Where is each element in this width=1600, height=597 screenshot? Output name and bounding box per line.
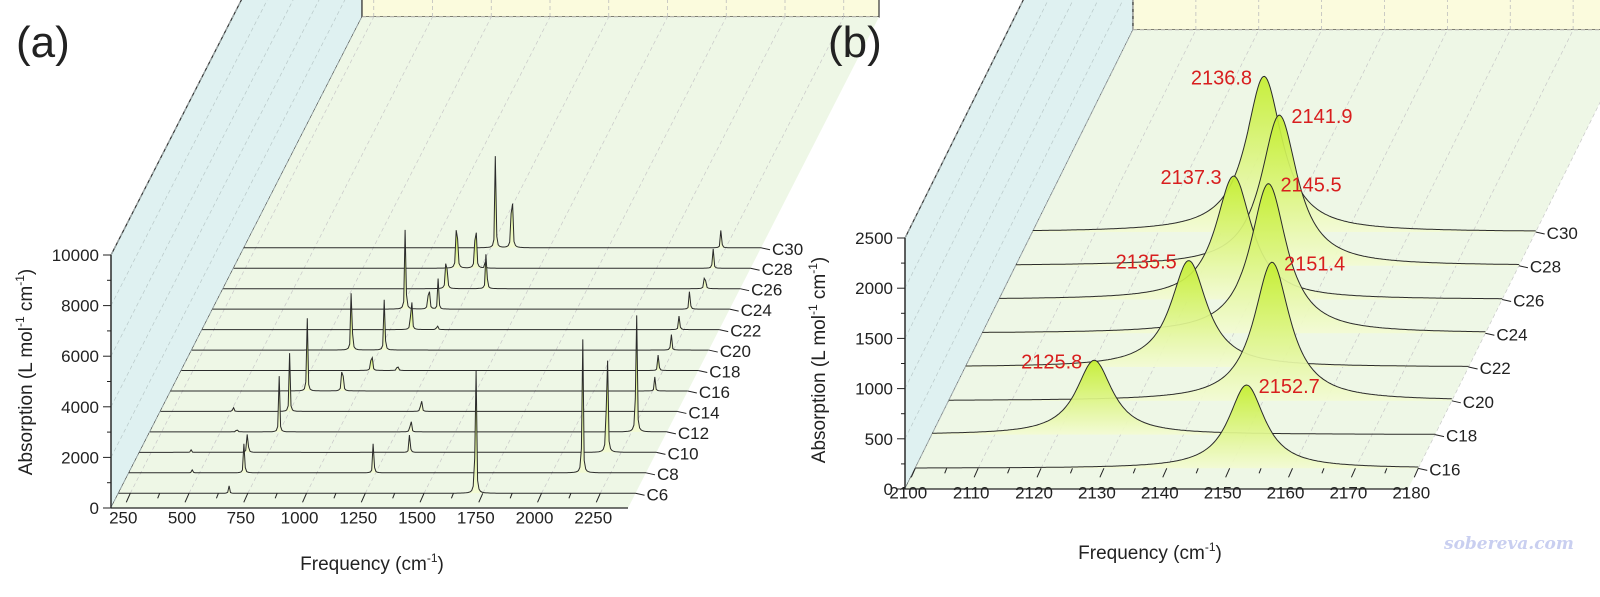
x-tick-label: 2160: [1267, 483, 1305, 502]
y-tick-label: 500: [865, 430, 893, 449]
series-tick: [698, 371, 707, 373]
y-tick-label: 2000: [61, 448, 99, 467]
series-label: C20: [1463, 393, 1494, 412]
y-tick-label: 1500: [855, 329, 893, 348]
y-tick-label: 4000: [61, 398, 99, 417]
x-tick-label: 1750: [457, 508, 495, 527]
series-label: C18: [709, 363, 740, 382]
y-tick-label: 2000: [855, 279, 893, 298]
series-tick: [751, 268, 760, 270]
y-tick-label: 10000: [52, 246, 99, 265]
panel-letter: (b): [828, 18, 882, 67]
series-label: C30: [1547, 224, 1578, 243]
peak-label: 2137.3: [1160, 167, 1221, 189]
panel-letter: (a): [16, 18, 70, 67]
x-tick-label: 1250: [339, 508, 377, 527]
back-wall: [1133, 0, 1600, 30]
x-axis-title: Frequency (cm-1): [1078, 540, 1222, 564]
series-label: C28: [1530, 258, 1561, 277]
series-tick: [1519, 266, 1528, 268]
x-tick-label: 2170: [1329, 483, 1367, 502]
series-label: C14: [688, 403, 719, 422]
series-tick: [1536, 232, 1545, 234]
series-label: C8: [657, 465, 679, 484]
x-tick-label: 2110: [953, 483, 990, 502]
peak-label: 2141.9: [1291, 106, 1352, 128]
series-tick: [1502, 299, 1511, 301]
series-tick: [667, 432, 676, 434]
x-tick-label: 2180: [1392, 483, 1430, 502]
series-label: C6: [647, 485, 669, 504]
series-tick: [740, 289, 749, 291]
x-tick-label: 250: [109, 508, 137, 527]
x-tick-label: 2140: [1141, 483, 1179, 502]
series-label: C24: [741, 301, 772, 320]
series-label: C28: [762, 260, 793, 279]
y-axis-title: Absorption (L mol-1 cm-1): [806, 257, 830, 463]
series-label: C12: [678, 424, 709, 443]
watermark: sobereva.com: [1443, 534, 1574, 554]
peak-label: 2125.8: [1021, 351, 1082, 373]
series-label: C20: [720, 342, 751, 361]
y-tick-label: 0: [90, 499, 99, 518]
series-label: C24: [1496, 325, 1527, 344]
x-tick-label: 1500: [398, 508, 436, 527]
series-tick: [1418, 468, 1427, 470]
series-tick: [636, 493, 645, 495]
x-axis-title: Frequency (cm-1): [300, 551, 444, 575]
y-tick-label: 8000: [61, 297, 99, 316]
series-tick: [656, 452, 665, 454]
series-tick: [709, 350, 718, 352]
y-tick-label: 6000: [61, 347, 99, 366]
series-tick: [719, 330, 728, 332]
peak-label: 2136.8: [1191, 67, 1252, 89]
series-label: C26: [751, 281, 782, 300]
peak-label: 2152.7: [1259, 376, 1320, 398]
series-tick: [1452, 401, 1461, 403]
x-tick-label: 750: [227, 508, 255, 527]
x-tick-label: 2250: [574, 508, 612, 527]
back-wall: [362, 0, 879, 17]
peak-label: 2151.4: [1284, 253, 1345, 275]
series-label: C22: [1480, 359, 1511, 378]
series-label: C16: [1429, 460, 1460, 479]
y-tick-label: 0: [884, 480, 893, 499]
series-tick: [730, 309, 739, 311]
x-tick-label: 2130: [1078, 483, 1116, 502]
x-tick-label: 2150: [1204, 483, 1242, 502]
panel-b-chart: C30 2136.8 C28 2141.9 C26 2137.3 C24 2145.5 C22 2…: [806, 0, 1600, 564]
series-label: C16: [699, 383, 730, 402]
y-axis-title: Absorption (L mol-1 cm-1): [13, 269, 37, 475]
series-label: C30: [772, 240, 803, 259]
y-tick-label: 1000: [855, 380, 893, 399]
series-tick: [1485, 333, 1494, 335]
series-label: C22: [730, 322, 761, 341]
x-tick-label: 2100: [889, 483, 927, 502]
x-tick-label: 2000: [516, 508, 554, 527]
peak-label: 2145.5: [1280, 175, 1341, 197]
series-label: C18: [1446, 427, 1477, 446]
x-tick-label: 2120: [1015, 483, 1053, 502]
series-tick: [1435, 435, 1444, 437]
peak-label: 2135.5: [1116, 252, 1177, 274]
series-tick: [761, 248, 770, 250]
series-tick: [688, 391, 697, 393]
x-tick-label: 1000: [281, 508, 319, 527]
series-tick: [1469, 367, 1478, 369]
series-label: C10: [667, 444, 698, 463]
y-tick-label: 2500: [855, 229, 893, 248]
x-tick-label: 500: [168, 508, 196, 527]
series-label: C26: [1513, 291, 1544, 310]
series-tick: [677, 411, 686, 413]
series-tick: [646, 473, 655, 475]
